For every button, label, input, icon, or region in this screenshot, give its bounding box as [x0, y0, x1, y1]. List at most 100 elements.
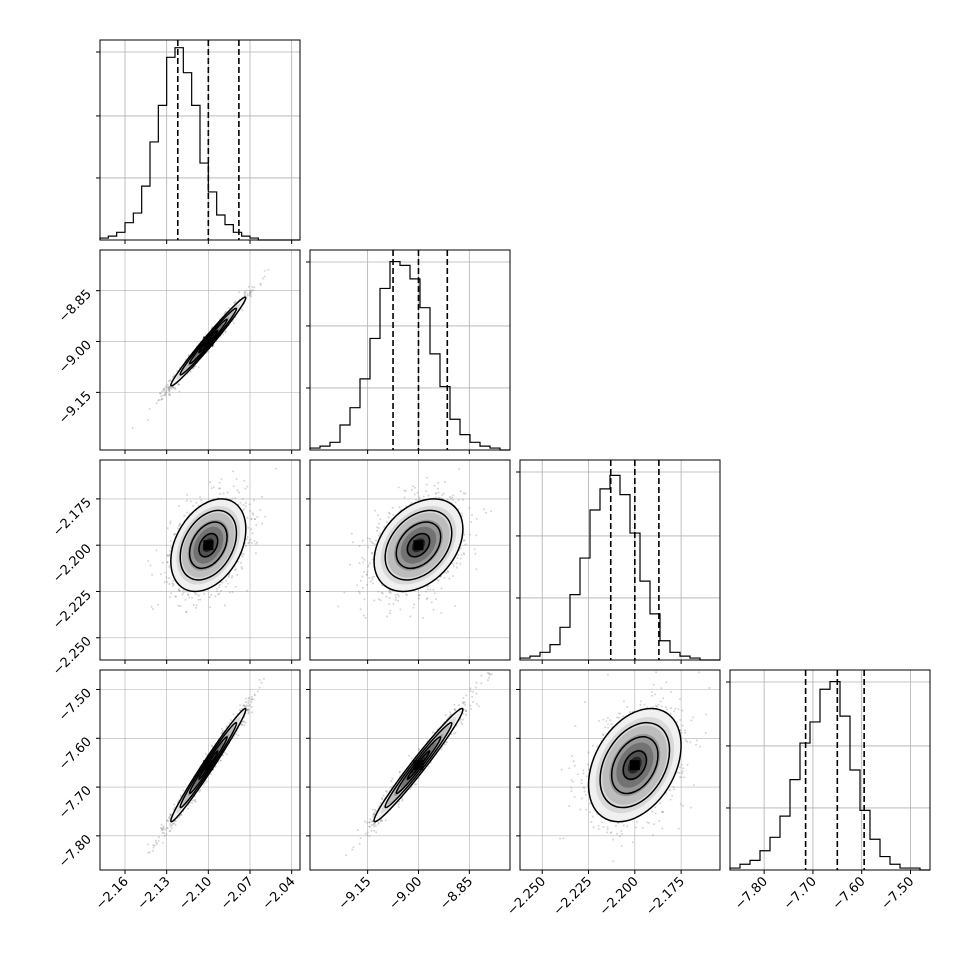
scatter-point: [227, 575, 230, 578]
scatter-point: [441, 493, 444, 496]
scatter-point: [224, 330, 227, 333]
scatter-point: [464, 543, 467, 546]
scatter-point: [184, 590, 187, 593]
scatter-point: [366, 570, 369, 573]
scatter-point: [439, 575, 442, 578]
scatter-point: [412, 606, 415, 609]
scatter-point: [168, 553, 171, 556]
scatter-point: [597, 719, 600, 722]
scatter-point: [681, 709, 684, 712]
scatter-point: [606, 673, 609, 676]
scatter-point: [247, 526, 250, 529]
scatter-point: [164, 391, 167, 394]
scatter-point: [226, 491, 229, 494]
scatter-point: [366, 573, 369, 576]
scatter-point: [247, 285, 250, 288]
scatter-point: [156, 842, 159, 845]
scatter-point: [364, 616, 367, 619]
scatter-point: [164, 828, 167, 831]
scatter-point: [223, 604, 226, 607]
scatter-point: [166, 561, 169, 564]
scatter-point: [363, 558, 366, 561]
scatter-point: [174, 820, 177, 822]
scatter-point: [617, 822, 619, 824]
scatter-point: [225, 579, 228, 582]
scatter-point: [661, 827, 664, 830]
scatter-point: [460, 721, 463, 724]
scatter-point: [433, 484, 436, 487]
scatter-point: [665, 681, 668, 684]
scatter-point: [618, 712, 621, 715]
scatter-point: [166, 554, 169, 556]
histogram-step-line: [519, 474, 720, 661]
scatter-point: [672, 785, 675, 788]
scatter-point: [559, 837, 561, 840]
scatter-point: [253, 518, 256, 520]
scatter-point: [612, 838, 615, 841]
density-peak: [629, 760, 640, 771]
scatter-point: [243, 724, 246, 727]
scatter-point: [475, 692, 478, 695]
scatter-point: [457, 704, 460, 707]
scatter-point: [686, 740, 688, 743]
scatter-point: [167, 389, 170, 392]
scatter-point: [161, 828, 164, 831]
scatter-point: [247, 542, 250, 545]
scatter-point: [178, 588, 180, 590]
scatter-point: [398, 770, 401, 773]
scatter-point: [462, 718, 464, 721]
scatter-point: [572, 760, 575, 763]
x-tick-label: −9.00: [387, 874, 426, 913]
scatter-point: [250, 295, 253, 298]
scatter-point: [689, 741, 692, 744]
scatter-point: [185, 610, 188, 613]
scatter-point: [377, 527, 380, 529]
scatter-point: [162, 825, 165, 828]
scatter-point: [446, 570, 449, 573]
scatter-point: [446, 498, 449, 501]
scatter-point: [453, 708, 456, 711]
scatter-point: [368, 825, 371, 828]
scatter-point: [562, 837, 565, 840]
contour-line: [600, 711, 669, 820]
scatter-point: [680, 731, 683, 734]
scatter-point: [243, 292, 246, 295]
scatter-point: [392, 513, 395, 516]
scatter-point: [168, 387, 171, 390]
scatter-point: [437, 496, 440, 499]
scatter-point: [167, 386, 169, 389]
scatter-point: [148, 851, 151, 854]
scatter-point: [375, 539, 377, 542]
scatter-point: [371, 819, 374, 822]
scatter-point: [622, 715, 625, 718]
scatter-point: [361, 556, 364, 559]
scatter-point: [168, 386, 171, 389]
scatter-point: [149, 564, 152, 567]
scatter-point: [264, 515, 267, 518]
scatter-point: [361, 575, 364, 578]
scatter-point: [241, 707, 243, 710]
scatter-point: [369, 580, 372, 583]
scatter-point: [444, 743, 446, 746]
scatter-point: [171, 823, 174, 826]
scatter-point: [178, 816, 180, 819]
scatter-point: [605, 720, 608, 723]
scatter-point: [168, 380, 170, 383]
scatter-point: [432, 588, 435, 591]
scatter-point: [597, 824, 600, 827]
scatter-point: [461, 701, 464, 704]
scatter-point: [389, 591, 392, 594]
scatter-point: [246, 292, 249, 295]
scatter-point: [261, 495, 264, 498]
scatter-point: [240, 723, 243, 726]
scatter-point: [394, 599, 397, 601]
scatter-point: [397, 595, 400, 598]
scatter-point: [373, 823, 376, 825]
scatter-point: [377, 822, 380, 825]
scatter-point: [168, 816, 171, 818]
scatter-point: [165, 581, 168, 583]
scatter-point: [191, 799, 194, 802]
scatter-point: [385, 521, 388, 524]
scatter-point: [427, 494, 430, 497]
